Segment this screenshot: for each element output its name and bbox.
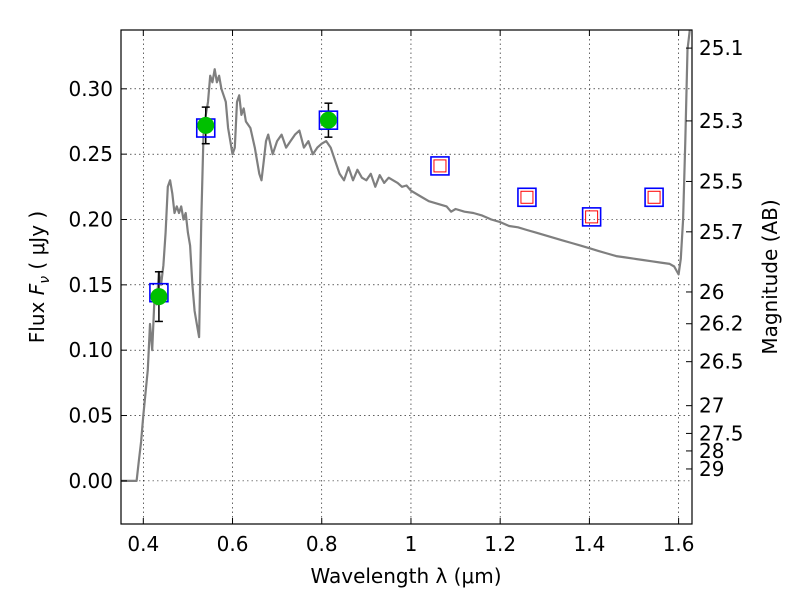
y-tick-label: 0.05 [68, 404, 113, 428]
y-label-symbol: F [25, 283, 49, 295]
predicted-flux-square [585, 210, 599, 224]
plot-frame [120, 29, 693, 525]
right-tick-label: 25.3 [699, 109, 744, 133]
y-tick-label: 0.15 [68, 273, 113, 297]
predicted-flux-square [647, 190, 661, 204]
y-tick-label: 0.25 [68, 142, 113, 166]
right-tick-label: 26 [699, 280, 724, 304]
observed-flux-point [319, 111, 337, 129]
right-tick-label: 28 [699, 439, 724, 463]
axis-ticks: 0.4 0.6 0.8 1 1.2 1.4 1.6 0.00 0.05 0.10 0.15 0.20 0… [68, 30, 744, 556]
x-tick-label: 1.6 [663, 532, 695, 556]
y-label-unit: ( μJy ) [25, 211, 49, 276]
grid-lines [121, 30, 692, 524]
y-label-subscript: ν [37, 276, 53, 284]
model-flux-square [644, 187, 664, 208]
x-tick-label: 0.8 [306, 532, 338, 556]
observed-flux-point [197, 116, 215, 134]
model-flux-square [318, 110, 339, 130]
x-tick-label: 1.4 [573, 532, 605, 556]
x-tick-label: 1 [405, 532, 418, 556]
predicted-flux-square [433, 159, 447, 173]
y-tick-label: 0.00 [68, 469, 113, 493]
right-tick-label: 25.1 [699, 36, 744, 60]
y-tick-label: 0.20 [68, 207, 113, 231]
x-tick-label: 0.6 [217, 532, 249, 556]
right-tick-label: 29 [699, 457, 724, 481]
x-tick-label: 0.4 [127, 532, 159, 556]
y-axis-label-left: Flux Fν ( μJy ) [25, 211, 53, 343]
right-tick-label: 27 [699, 394, 724, 418]
model-flux-square [517, 187, 537, 208]
right-tick-label: 26.5 [699, 350, 744, 374]
observed-flux-point [150, 288, 168, 306]
right-tick-label: 26.2 [699, 312, 744, 336]
right-tick-label: 27.5 [699, 421, 744, 445]
plot-area [121, 30, 691, 482]
y-label-prefix: Flux [25, 295, 49, 343]
y-tick-label: 0.30 [68, 77, 113, 101]
y-tick-label: 0.10 [68, 338, 113, 362]
predicted-flux-square [520, 190, 534, 204]
model-flux-square [581, 207, 602, 227]
x-tick-label: 1.2 [484, 532, 516, 556]
x-axis-label: Wavelength λ (μm) [310, 564, 501, 588]
model-flux-square [430, 156, 450, 176]
right-tick-label: 25.5 [699, 169, 744, 193]
right-tick-label: 25.7 [699, 220, 744, 244]
y-axis-label-right: Magnitude (AB) [758, 199, 782, 354]
model-sed-line [121, 30, 691, 482]
